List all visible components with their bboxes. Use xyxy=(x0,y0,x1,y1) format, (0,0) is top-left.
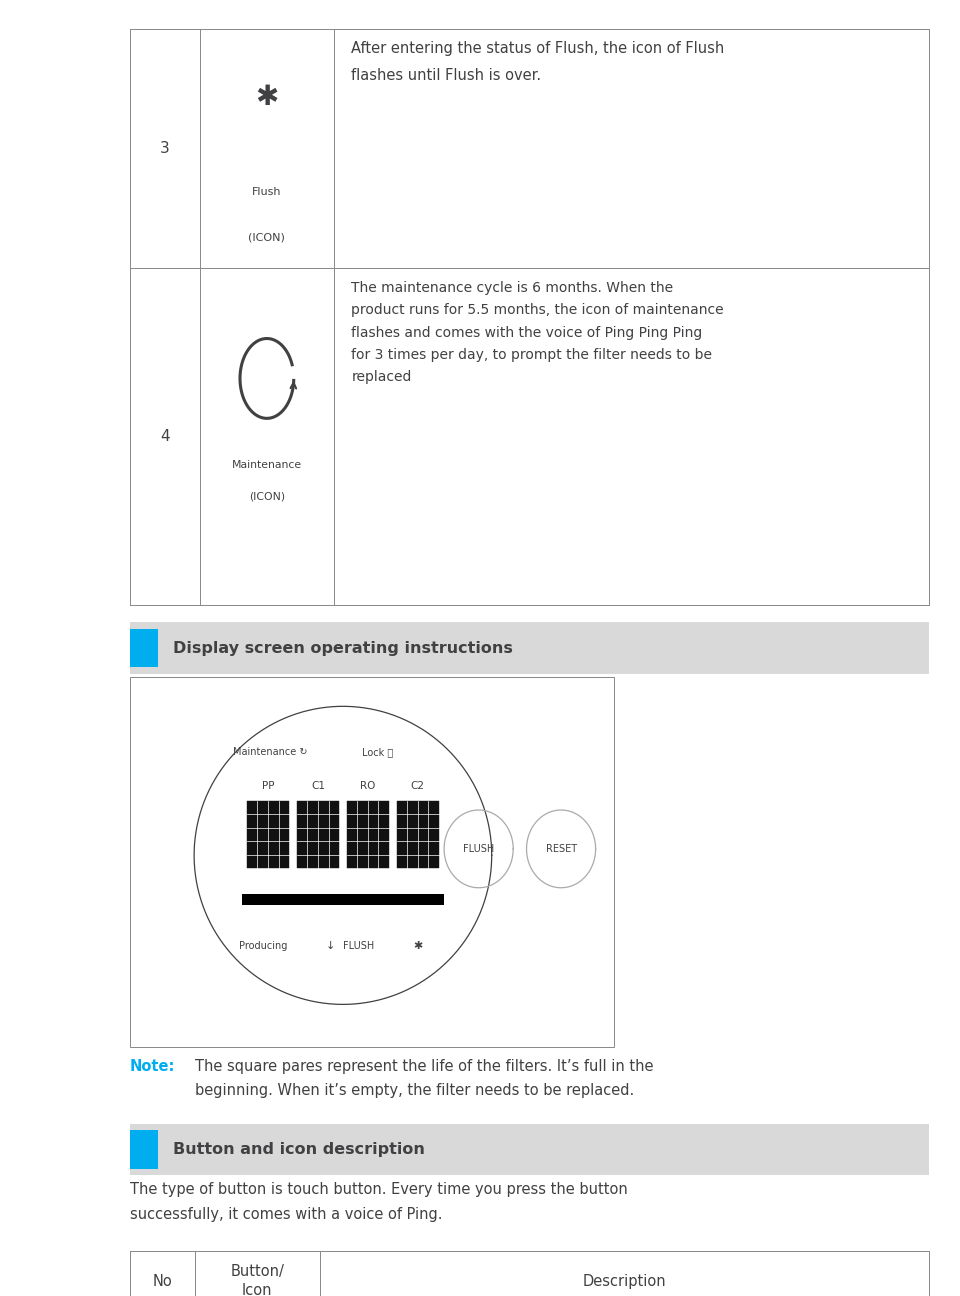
Text: Maintenance: Maintenance xyxy=(231,460,302,470)
Text: Description: Description xyxy=(583,1274,666,1288)
Text: Display screen operating instructions: Display screen operating instructions xyxy=(173,640,513,656)
Text: The type of button is touch button. Every time you press the button
successfully: The type of button is touch button. Ever… xyxy=(130,1182,627,1222)
Bar xyxy=(242,894,444,905)
Text: Button/
Icon: Button/ Icon xyxy=(230,1264,284,1296)
Bar xyxy=(247,801,289,868)
Bar xyxy=(130,1124,929,1175)
Text: (ICON): (ICON) xyxy=(249,233,285,242)
Text: RO: RO xyxy=(360,780,375,791)
Text: The square pares represent the life of the filters. It’s full in the
beginning. : The square pares represent the life of t… xyxy=(195,1059,654,1099)
Text: ↓: ↓ xyxy=(325,941,335,951)
Bar xyxy=(130,622,929,674)
Bar xyxy=(347,801,389,868)
Text: (ICON): (ICON) xyxy=(249,491,285,502)
Text: Lock ⚿: Lock ⚿ xyxy=(362,746,394,757)
Text: Maintenance ↻: Maintenance ↻ xyxy=(232,746,307,757)
Text: ✱: ✱ xyxy=(413,941,422,951)
Text: RESET: RESET xyxy=(545,844,577,854)
Text: PP: PP xyxy=(262,780,275,791)
Bar xyxy=(130,1130,158,1169)
Text: C2: C2 xyxy=(411,780,424,791)
Bar xyxy=(396,801,439,868)
Text: C1: C1 xyxy=(311,780,324,791)
Text: FLUSH: FLUSH xyxy=(463,844,494,854)
Text: FLUSH: FLUSH xyxy=(343,941,374,951)
Text: Flush: Flush xyxy=(252,188,281,197)
Text: 3: 3 xyxy=(159,141,170,156)
Text: No: No xyxy=(153,1274,172,1288)
Text: Note:: Note: xyxy=(130,1059,175,1074)
Bar xyxy=(297,801,339,868)
Text: Producing: Producing xyxy=(239,941,288,951)
Bar xyxy=(130,629,158,667)
Text: After entering the status of Flush, the icon of Flush
flashes until Flush is ove: After entering the status of Flush, the … xyxy=(351,41,725,83)
Text: ✱: ✱ xyxy=(255,83,278,110)
Text: Button and icon description: Button and icon description xyxy=(173,1142,424,1157)
Text: The maintenance cycle is 6 months. When the
product runs for 5.5 months, the ico: The maintenance cycle is 6 months. When … xyxy=(351,281,724,384)
Bar xyxy=(130,677,614,1047)
Text: 4: 4 xyxy=(159,429,170,445)
